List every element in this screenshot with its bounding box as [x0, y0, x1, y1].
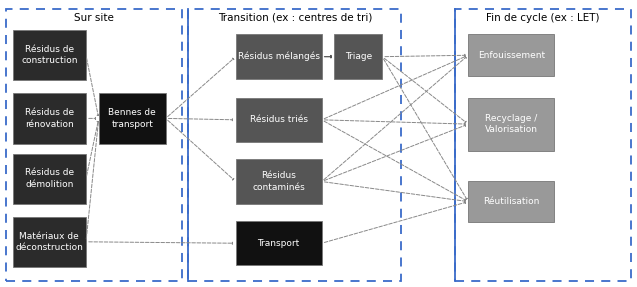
Bar	[236, 221, 322, 265]
Text: Bennes de
transport: Bennes de transport	[108, 108, 156, 129]
Bar	[334, 34, 382, 79]
Text: Triage: Triage	[345, 52, 372, 61]
Bar	[236, 98, 322, 142]
Bar	[468, 34, 554, 76]
Text: Enfouissement: Enfouissement	[478, 51, 545, 60]
Bar	[13, 217, 86, 267]
Text: Matériaux de
déconstruction: Matériaux de déconstruction	[15, 232, 83, 252]
Bar	[13, 93, 86, 144]
Text: Réutilisation: Réutilisation	[483, 197, 540, 206]
Bar	[236, 34, 322, 79]
Text: Sur site: Sur site	[75, 13, 114, 23]
Text: Résidus
contaminés: Résidus contaminés	[252, 171, 305, 192]
Text: Résidus mélangés: Résidus mélangés	[238, 52, 320, 61]
Text: Résidus de
démolition: Résidus de démolition	[25, 168, 74, 189]
Bar	[99, 93, 166, 144]
Text: Résidus de
rénovation: Résidus de rénovation	[25, 108, 74, 129]
Bar	[468, 181, 554, 222]
Text: Résidus de
construction: Résidus de construction	[21, 45, 78, 65]
Bar	[6, 9, 182, 281]
Bar	[468, 98, 554, 151]
Text: Recyclage /
Valorisation: Recyclage / Valorisation	[485, 114, 538, 134]
Bar	[455, 9, 631, 281]
Text: Fin de cycle (ex : LET): Fin de cycle (ex : LET)	[486, 13, 599, 23]
Text: Résidus triés: Résidus triés	[250, 115, 308, 124]
Text: Transition (ex : centres de tri): Transition (ex : centres de tri)	[218, 13, 372, 23]
Bar	[13, 30, 86, 80]
Bar	[13, 154, 86, 204]
Bar	[236, 159, 322, 204]
Bar	[188, 9, 401, 281]
Text: Transport: Transport	[257, 239, 300, 248]
